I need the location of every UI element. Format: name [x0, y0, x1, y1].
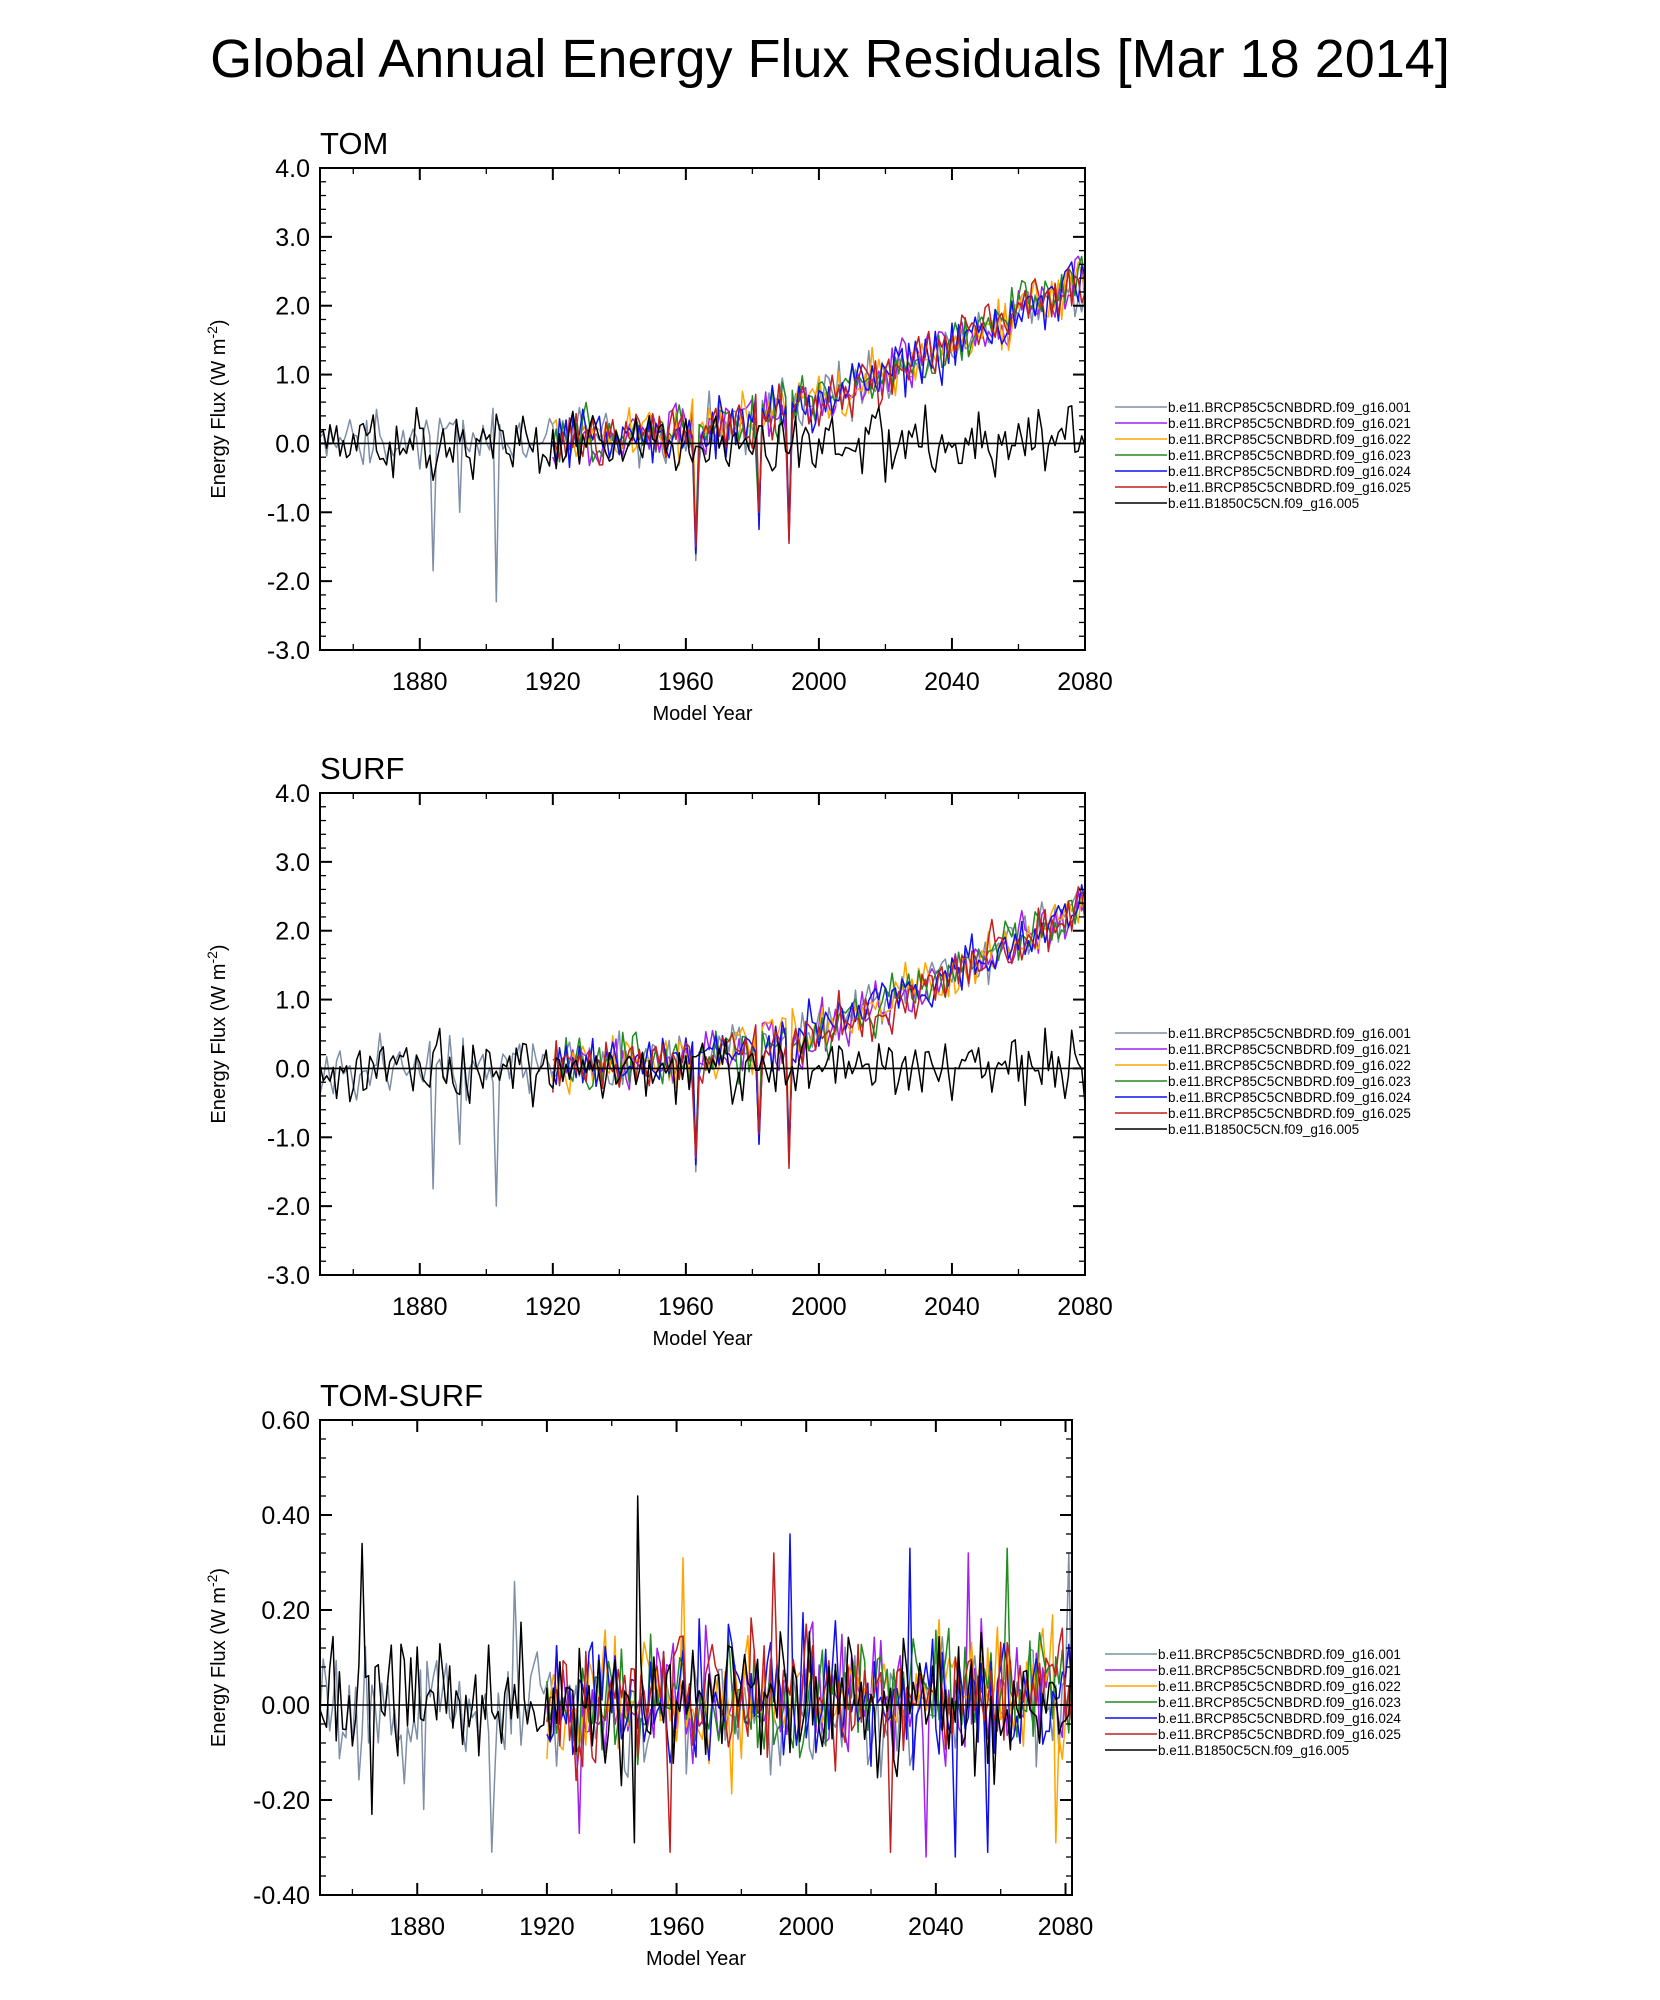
y-tick-label: 4.0 — [275, 780, 310, 808]
y-tick-label: 3.0 — [275, 849, 310, 877]
chart-panel-1: SURF 4.0 3.0 2.0 1.0 0.0 -1.0 -2.0 -3.0 1880 1920 1… — [204, 751, 1411, 1350]
chart-panel-0: TOM 4.0 3.0 2.0 1.0 0.0 -1.0 -2.0 -3.0 1880 1920 19… — [204, 126, 1411, 725]
plot-frame — [319, 167, 1086, 651]
series-line — [319, 1552, 1073, 1854]
series-line — [552, 255, 1086, 555]
x-axis-label: Model Year — [646, 1948, 746, 1970]
legend-label: b.e11.BRCP85C5CNBDRD.f09_g16.001 — [1168, 1026, 1411, 1041]
panel-title: TOM — [320, 126, 388, 161]
x-tick-label: 2040 — [908, 1913, 964, 1941]
x-tick-label: 1880 — [392, 668, 448, 696]
series-group — [319, 884, 1086, 1207]
x-tick-label: 1880 — [389, 1913, 445, 1941]
x-tick-label: 2080 — [1038, 1913, 1094, 1941]
legend-label: b.e11.BRCP85C5CNBDRD.f09_g16.001 — [1168, 400, 1411, 415]
y-axis-label: Energy Flux (W m-2) — [204, 1568, 230, 1747]
x-tick-label: 1920 — [519, 1913, 575, 1941]
x-tick-label: 2040 — [924, 668, 980, 696]
panel-title: SURF — [320, 751, 404, 786]
y-tick-label: 0.60 — [261, 1407, 310, 1435]
x-tick-label: 2080 — [1057, 668, 1113, 696]
y-axis-label: Energy Flux (W m-2) — [204, 319, 230, 498]
legend-label: b.e11.BRCP85C5CNBDRD.f09_g16.022 — [1158, 1679, 1401, 1694]
legend-label: b.e11.BRCP85C5CNBDRD.f09_g16.022 — [1168, 1058, 1411, 1073]
x-tick-label: 2040 — [924, 1293, 980, 1321]
chart-panel-2: TOM-SURF 0.60 0.40 0.20 0.00 -0.20 -0.40 1880 19… — [204, 1378, 1401, 1970]
y-tick-label: -3.0 — [267, 637, 310, 665]
plot-frame — [319, 1419, 1073, 1896]
legend-label: b.e11.BRCP85C5CNBDRD.f09_g16.024 — [1168, 464, 1411, 479]
series-group — [319, 1495, 1073, 1858]
series-line — [552, 886, 1086, 1170]
x-tick-label: 1960 — [658, 1293, 714, 1321]
legend-label: b.e11.BRCP85C5CNBDRD.f09_g16.024 — [1158, 1711, 1401, 1726]
legend-label: b.e11.BRCP85C5CNBDRD.f09_g16.025 — [1168, 480, 1411, 495]
legend-label: b.e11.B1850C5CN.f09_g16.005 — [1158, 1743, 1349, 1758]
y-axis-label: Energy Flux (W m-2) — [204, 944, 230, 1123]
x-tick-label: 1960 — [658, 668, 714, 696]
series-line — [319, 1027, 1086, 1108]
y-tick-label: -3.0 — [267, 1262, 310, 1290]
series-line — [552, 261, 1086, 548]
y-tick-label: 0.40 — [261, 1502, 310, 1530]
panel-title: TOM-SURF — [320, 1378, 483, 1413]
y-tick-label: 1.0 — [275, 987, 310, 1015]
y-tick-label: -1.0 — [267, 1124, 310, 1152]
y-tick-label: 0.0 — [275, 430, 310, 458]
series-line — [319, 1495, 1073, 1844]
legend-label: b.e11.BRCP85C5CNBDRD.f09_g16.022 — [1168, 432, 1411, 447]
legend-label: b.e11.BRCP85C5CNBDRD.f09_g16.023 — [1158, 1695, 1401, 1710]
x-tick-label: 2000 — [778, 1913, 834, 1941]
series-line — [552, 261, 1086, 555]
legend-label: b.e11.BRCP85C5CNBDRD.f09_g16.021 — [1168, 1042, 1411, 1057]
y-tick-label: 0.0 — [275, 1055, 310, 1083]
page-title: Global Annual Energy Flux Residuals [Mar… — [210, 29, 1450, 89]
x-axis-label: Model Year — [652, 703, 752, 725]
y-tick-label: 3.0 — [275, 224, 310, 252]
y-tick-label: -2.0 — [267, 1193, 310, 1221]
legend-label: b.e11.B1850C5CN.f09_g16.005 — [1168, 1122, 1359, 1137]
y-tick-label: 2.0 — [275, 293, 310, 321]
series-line — [319, 404, 1086, 483]
y-tick-label: 4.0 — [275, 155, 310, 183]
y-tick-label: 0.20 — [261, 1597, 310, 1625]
x-tick-label: 2000 — [791, 1293, 847, 1321]
series-line — [546, 1552, 1073, 1854]
series-line — [552, 267, 1086, 548]
y-tick-label: -0.20 — [253, 1787, 310, 1815]
legend-label: b.e11.BRCP85C5CNBDRD.f09_g16.001 — [1158, 1647, 1401, 1662]
y-tick-label: 0.00 — [261, 1692, 310, 1720]
x-tick-label: 1960 — [649, 1913, 705, 1941]
x-tick-label: 2000 — [791, 668, 847, 696]
legend-label: b.e11.BRCP85C5CNBDRD.f09_g16.023 — [1168, 1074, 1411, 1089]
plot-frame — [319, 792, 1086, 1276]
x-axis-label: Model Year — [652, 1328, 752, 1350]
legend-label: b.e11.BRCP85C5CNBDRD.f09_g16.021 — [1158, 1663, 1401, 1678]
y-tick-label: 2.0 — [275, 918, 310, 946]
legend-label: b.e11.BRCP85C5CNBDRD.f09_g16.025 — [1158, 1727, 1401, 1742]
x-tick-label: 1880 — [392, 1293, 448, 1321]
legend-label: b.e11.BRCP85C5CNBDRD.f09_g16.023 — [1168, 448, 1411, 463]
x-tick-label: 1920 — [525, 668, 581, 696]
x-tick-label: 1920 — [525, 1293, 581, 1321]
x-tick-label: 2080 — [1057, 1293, 1113, 1321]
legend-label: b.e11.BRCP85C5CNBDRD.f09_g16.021 — [1168, 416, 1411, 431]
y-tick-label: -0.40 — [253, 1882, 310, 1910]
y-tick-label: -1.0 — [267, 499, 310, 527]
series-line — [552, 899, 1086, 1156]
series-line — [546, 1547, 1073, 1766]
legend-label: b.e11.B1850C5CN.f09_g16.005 — [1168, 496, 1359, 511]
series-line — [552, 255, 1086, 541]
series-group — [319, 255, 1086, 603]
legend-label: b.e11.BRCP85C5CNBDRD.f09_g16.024 — [1168, 1090, 1411, 1105]
legend-label: b.e11.BRCP85C5CNBDRD.f09_g16.025 — [1168, 1106, 1411, 1121]
y-tick-label: -2.0 — [267, 568, 310, 596]
y-tick-label: 1.0 — [275, 362, 310, 390]
